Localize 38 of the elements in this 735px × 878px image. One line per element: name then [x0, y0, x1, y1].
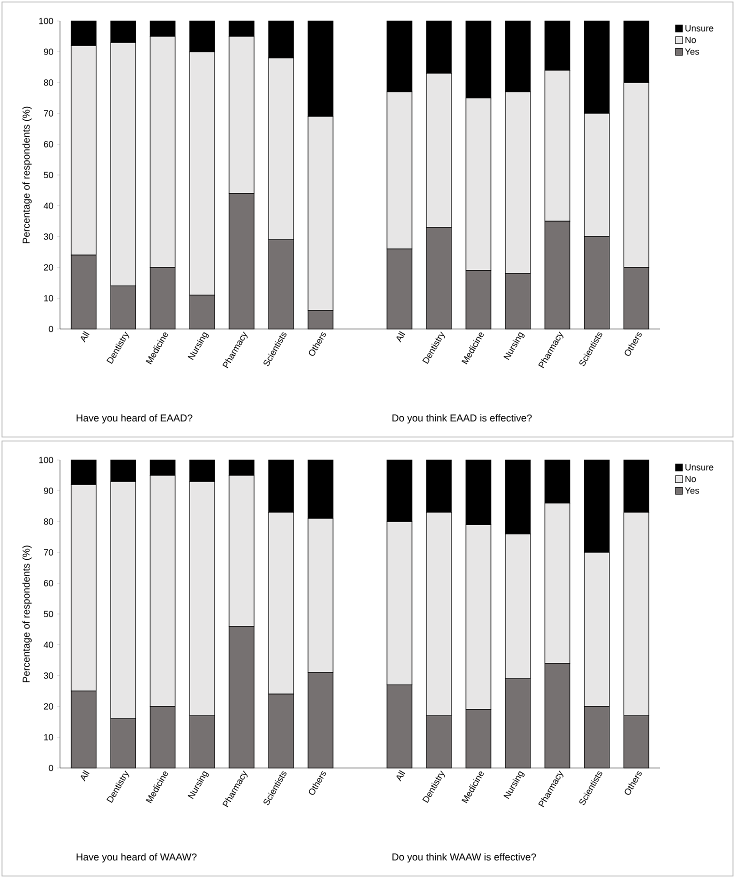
y-tick-label: 70 [44, 110, 54, 117]
y-tick-label: 60 [44, 580, 54, 586]
legend-label: Yes [684, 48, 700, 55]
legend-label: Yes [684, 487, 700, 494]
y-tick-label: 0 [48, 326, 54, 332]
y-tick-label: 80 [44, 518, 54, 525]
y-tick-label: 30 [44, 233, 54, 240]
y-tick-label: 30 [44, 672, 54, 679]
y-tick-label: 50 [44, 172, 54, 178]
y-tick-label: 20 [44, 703, 54, 710]
legend-label: Unsure [685, 464, 714, 470]
y-tick-label: 90 [44, 48, 54, 55]
text: Do you think WAAW is effective? [392, 853, 536, 862]
y-tick-label: 90 [44, 488, 54, 494]
y-tick-label: 40 [44, 642, 54, 648]
x-tick-label: All [80, 770, 90, 782]
y-tick-label: 50 [44, 610, 54, 618]
legend-label: No [686, 476, 696, 482]
legend-label: Unsure [685, 25, 714, 32]
y-tick-label: 10 [44, 295, 54, 302]
y-tick-label: 10 [44, 734, 54, 740]
x-tick-label: All [396, 331, 406, 342]
y-axis-title: Percentage of respondents (%) [22, 546, 32, 682]
x-tick-label: All [80, 331, 90, 342]
y-tick-label: 60 [44, 141, 54, 148]
y-tick-label: 100 [39, 456, 54, 464]
y-axis-title: Percentage of respondents (%) [22, 106, 32, 244]
y-tick-label: 40 [44, 202, 54, 209]
y-tick-label: 20 [44, 264, 54, 271]
legend-label: No [686, 36, 696, 44]
x-tick-label: All [396, 770, 406, 782]
y-tick-label: 70 [44, 549, 54, 556]
text: Have you heard of EAAD? [76, 414, 192, 424]
y-tick-label: 100 [39, 18, 54, 24]
y-tick-label: 0 [48, 764, 54, 772]
text: Do you think EAAD is effective? [392, 414, 532, 424]
y-tick-label: 80 [44, 79, 54, 86]
text: Have you heard of WAAW? [76, 853, 197, 862]
